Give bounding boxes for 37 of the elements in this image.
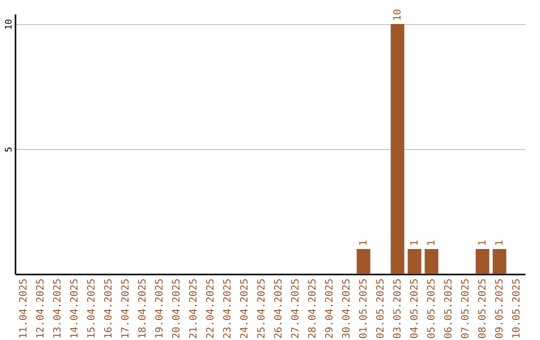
data-label: 1 xyxy=(426,240,438,246)
x-tick-label: 19.04.2025 xyxy=(154,278,166,339)
x-tick-label: 29.04.2025 xyxy=(324,278,336,339)
x-tick-label: 05.05.2025 xyxy=(426,278,438,339)
x-tick-label: 16.04.2025 xyxy=(104,278,114,339)
x-tick-label: 22.04.2025 xyxy=(206,278,216,339)
data-label: 1 xyxy=(358,240,370,246)
x-tick-label: 11.04.2025 xyxy=(18,278,30,339)
x-tick-label: 30.04.2025 xyxy=(342,278,352,339)
x-tick-label: 24.04.2025 xyxy=(240,278,250,339)
x-tick-label: 23.04.2025 xyxy=(222,278,234,339)
x-tick-label: 09.05.2025 xyxy=(494,278,506,339)
x-tick-label: 02.05.2025 xyxy=(376,278,386,339)
y-tick-label: 5 xyxy=(4,146,14,152)
x-tick-label: 27.04.2025 xyxy=(290,278,302,339)
x-tick-label: 21.04.2025 xyxy=(188,278,200,339)
x-tick-label: 18.04.2025 xyxy=(138,278,148,339)
x-tick-label: 14.04.2025 xyxy=(70,278,80,339)
x-tick-label: 12.04.2025 xyxy=(36,278,46,339)
data-label: 1 xyxy=(410,240,420,246)
x-tick-label: 20.04.2025 xyxy=(172,278,182,339)
x-tick-label: 10.05.2025 xyxy=(512,278,522,339)
x-tick-label: 06.05.2025 xyxy=(444,278,454,339)
data-label: 10 xyxy=(392,8,404,21)
x-tick-label: 13.04.2025 xyxy=(52,278,64,339)
x-tick-label: 08.05.2025 xyxy=(478,278,488,339)
x-tick-label: 07.05.2025 xyxy=(460,278,472,339)
x-tick-label: 17.04.2025 xyxy=(120,278,132,339)
x-tick-label: 03.05.2025 xyxy=(392,278,404,339)
x-tick-label: 01.05.2025 xyxy=(358,278,370,339)
x-tick-label: 15.04.2025 xyxy=(86,278,98,339)
data-label: 1 xyxy=(478,240,488,246)
x-tick-label: 04.05.2025 xyxy=(410,278,420,339)
x-tick-label: 25.04.2025 xyxy=(256,278,268,339)
data-label: 1 xyxy=(494,240,506,246)
x-tick-label: 26.04.2025 xyxy=(274,278,284,339)
x-tick-label: 28.04.2025 xyxy=(308,278,318,339)
